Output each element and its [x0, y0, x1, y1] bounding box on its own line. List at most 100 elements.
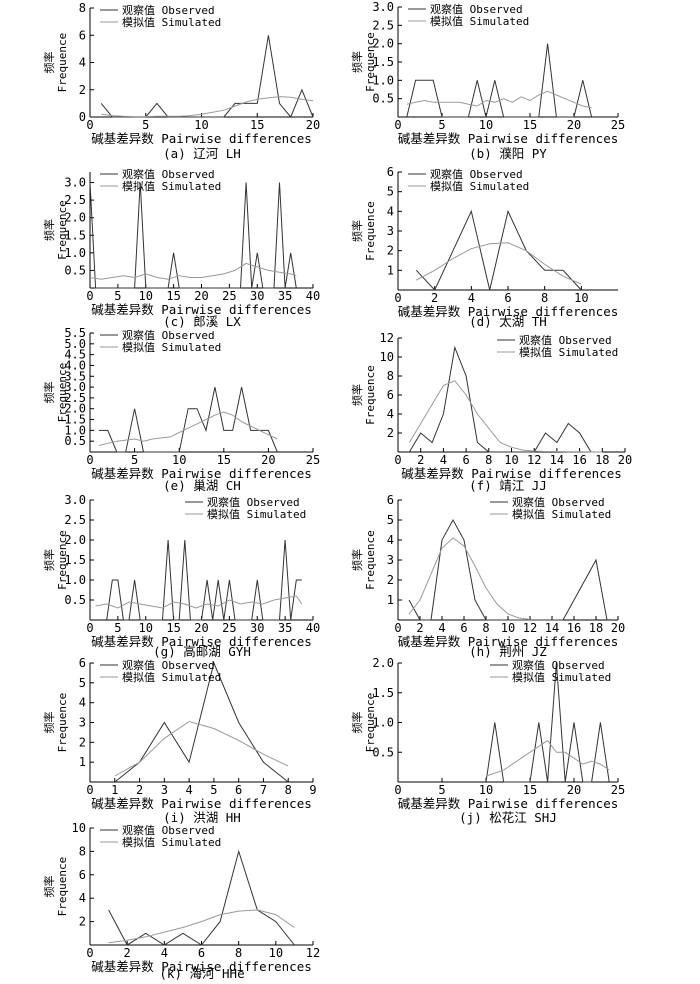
simulated-line [114, 720, 289, 777]
legend-observed-label: 观察值 Observed [122, 823, 215, 837]
legend-observed-label: 观察值 Observed [207, 495, 300, 509]
y-tick-label: 1 [387, 263, 394, 277]
x-tick-label: 14 [545, 621, 559, 635]
x-tick-label: 25 [306, 453, 320, 467]
y-tick-label: 2 [79, 735, 86, 749]
x-tick-label: 5 [131, 453, 138, 467]
y-axis-label-en: Frequence [364, 365, 377, 425]
y-axis-label-cn: 频率 [42, 382, 56, 404]
x-tick-label: 35 [278, 289, 292, 303]
y-tick-label: 5 [387, 513, 394, 527]
y-tick-label: 0.5 [372, 745, 394, 759]
x-tick-label: 12 [527, 453, 541, 467]
panel-g: 0 5 10 15 20 25 30 35 40 0.5 1.0 1.5 2.0 2.5 3.0 频率 Freq… [42, 493, 320, 659]
x-tick-label: 2 [417, 453, 424, 467]
x-tick-label: 2 [136, 783, 143, 797]
x-tick-label: 8 [541, 291, 548, 305]
x-axis-label: 碱基差异数 Pairwise differences [398, 304, 619, 319]
x-tick-label: 25 [222, 621, 236, 635]
y-tick-label: 4.5 [64, 348, 86, 362]
y-tick-label: 4 [79, 56, 86, 70]
x-tick-label: 20 [194, 289, 208, 303]
panel-a: 0 5 10 15 20 0 2 4 6 8 频率 Frequence 碱基差异数 Pairwise d… [42, 1, 320, 161]
x-tick-label: 5 [438, 118, 445, 132]
x-tick-label: 5 [142, 118, 149, 132]
x-tick-label: 0 [394, 453, 401, 467]
x-tick-label: 2 [416, 621, 423, 635]
simulated-line [408, 537, 531, 620]
legend-simulated-label: 模拟值 Simulated [512, 670, 611, 684]
legend-simulated-label: 模拟值 Simulated [207, 507, 306, 521]
panel-caption: (j) 松花江 SHJ [459, 810, 557, 825]
simulated-line [101, 96, 314, 118]
x-axis-label: 碱基差异数 Pairwise differences [401, 466, 622, 481]
legend-simulated-label: 模拟值 Simulated [430, 179, 529, 193]
x-tick-label: 2 [124, 946, 131, 960]
y-tick-label: 10 [72, 821, 86, 835]
simulated-line [89, 262, 297, 280]
y-tick-label: 4 [79, 696, 86, 710]
panel-caption: (h) 荆州 JZ [469, 644, 547, 659]
y-axis-label-cn: 频率 [42, 219, 56, 241]
y-tick-label: 8 [79, 844, 86, 858]
x-axis-label: 碱基差异数 Pairwise differences [398, 634, 619, 649]
x-axis-label: 碱基差异数 Pairwise differences [91, 466, 312, 481]
y-axis-label-cn: 频率 [42, 52, 56, 74]
panel-caption: (k) 海河 HHe [159, 966, 244, 981]
simulated-line [95, 595, 303, 609]
x-tick-label: 8 [485, 453, 492, 467]
panel-caption: (c) 郎溪 LX [163, 314, 241, 329]
legend-observed-label: 观察值 Observed [122, 328, 215, 342]
legend-observed-label: 观察值 Observed [430, 167, 523, 181]
y-tick-label: 0.5 [64, 434, 86, 448]
y-tick-label: 3.5 [64, 369, 86, 383]
y-tick-label: 4 [387, 204, 394, 218]
simulated-line [98, 411, 278, 446]
y-axis-label-en: Frequence [364, 32, 377, 92]
y-tick-label: 6 [79, 656, 86, 670]
y-tick-label: 2.0 [64, 533, 86, 547]
x-tick-label: 15 [523, 783, 537, 797]
y-tick-label: 1.5 [64, 413, 86, 427]
legend-observed-label: 观察值 Observed [122, 3, 215, 17]
x-tick-label: 18 [595, 453, 609, 467]
panel-e: 0 5 10 15 20 25 0.51.01.52.02.53.03.54.04.55.0… [42, 326, 320, 493]
x-tick-label: 10 [479, 118, 493, 132]
x-axis-label: 碱基差异数 Pairwise differences [91, 959, 312, 974]
x-tick-label: 35 [278, 621, 292, 635]
x-tick-label: 30 [250, 289, 264, 303]
legend-simulated-label: 模拟值 Simulated [122, 15, 221, 29]
y-axis-label-cn: 频率 [350, 712, 364, 734]
y-axis-label-cn: 频率 [350, 549, 364, 571]
x-tick-label: 0 [394, 118, 401, 132]
y-tick-label: 5.0 [64, 337, 86, 351]
observed-line [98, 386, 278, 453]
x-tick-label: 10 [574, 291, 588, 305]
y-tick-label: 8 [387, 369, 394, 383]
x-tick-label: 25 [611, 783, 625, 797]
y-tick-label: 2.5 [64, 391, 86, 405]
y-axis-label-cn: 频率 [350, 51, 364, 73]
legend-observed-label: 观察值 Observed [122, 167, 215, 181]
x-axis-label: 碱基差异数 Pairwise differences [91, 634, 312, 649]
x-tick-label: 16 [572, 453, 586, 467]
legend-simulated-label: 模拟值 Simulated [122, 670, 221, 684]
y-tick-label: 2.0 [372, 37, 394, 51]
x-tick-label: 4 [440, 453, 447, 467]
x-tick-label: 6 [460, 621, 467, 635]
y-tick-label: 3.0 [372, 0, 394, 14]
y-tick-label: 8 [79, 1, 86, 15]
x-tick-label: 6 [504, 291, 511, 305]
x-tick-label: 6 [235, 783, 242, 797]
y-axis-label-en: Frequence [364, 693, 377, 753]
panel-caption: (f) 靖江 JJ [469, 478, 547, 493]
y-tick-label: 2.5 [64, 193, 86, 207]
legend-observed-label: 观察值 Observed [519, 333, 612, 347]
x-tick-label: 25 [222, 289, 236, 303]
x-tick-label: 20 [611, 621, 625, 635]
x-tick-label: 10 [504, 453, 518, 467]
x-tick-label: 15 [166, 289, 180, 303]
panel-caption: (e) 巢湖 CH [163, 478, 241, 493]
